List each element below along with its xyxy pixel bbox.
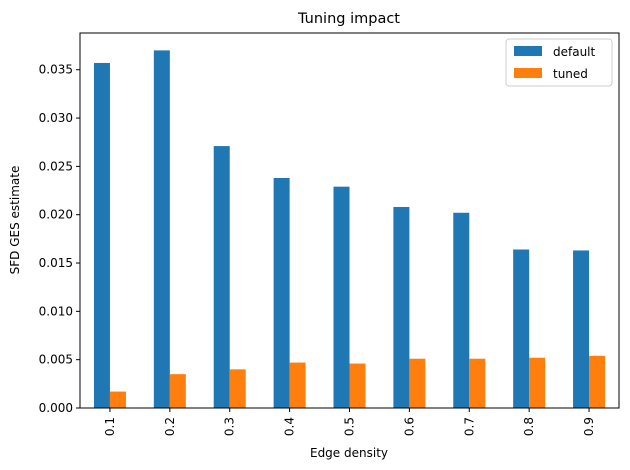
x-tick-label: 0.5 [343, 417, 357, 436]
legend-swatch-tuned [514, 68, 542, 78]
x-tick-label: 0.3 [223, 417, 237, 436]
bar-tuned-0.9 [589, 355, 606, 408]
bar-default-0.1 [93, 62, 110, 409]
bar-tuned-0.8 [529, 357, 546, 408]
bar-tuned-0.3 [229, 369, 246, 408]
bar-default-0.2 [153, 50, 170, 408]
bar-tuned-0.6 [409, 358, 426, 408]
y-tick-label: 0.030 [39, 111, 73, 125]
bar-tuned-0.2 [169, 374, 186, 408]
axes-frame [79, 32, 620, 409]
y-tick-label: 0.000 [39, 401, 73, 415]
legend-label-tuned: tuned [553, 67, 588, 81]
y-axis-label: SFD GES estimate [8, 166, 22, 275]
y-tick-label: 0.035 [39, 63, 73, 77]
bar-tuned-0.7 [469, 358, 486, 408]
bar-tuned-0.4 [289, 362, 306, 408]
x-tick-label: 0.8 [522, 417, 536, 436]
y-tick-label: 0.020 [39, 208, 73, 222]
bar-default-0.9 [573, 250, 590, 408]
y-tick-label: 0.015 [39, 256, 73, 270]
legend-label-default: default [553, 45, 596, 59]
x-tick-label: 0.6 [402, 417, 416, 436]
bar-default-0.8 [513, 249, 530, 408]
x-tick-label: 0.2 [163, 417, 177, 436]
legend-swatch-default [514, 46, 542, 56]
x-tick-label: 0.7 [462, 417, 476, 436]
bar-tuned-0.1 [109, 391, 126, 408]
legend: default tuned [505, 38, 613, 87]
x-tick-label: 0.1 [103, 417, 117, 436]
y-tick-label: 0.005 [39, 353, 73, 367]
bar-default-0.5 [333, 186, 350, 408]
bar-default-0.7 [453, 212, 470, 408]
x-tick-label: 0.9 [582, 417, 596, 436]
plot-area: 0.1 0.2 0.3 0.4 0.5 0.6 0.7 0.8 0.9 0.000 0.005 0.0… [39, 32, 620, 436]
y-tick-label: 0.010 [39, 304, 73, 318]
bar-default-0.4 [273, 177, 290, 408]
y-tick-label: 0.025 [39, 159, 73, 173]
bar-tuned-0.5 [349, 363, 366, 408]
x-axis-label: Edge density [310, 446, 388, 460]
bar-default-0.3 [213, 146, 230, 408]
x-tick-label: 0.4 [283, 417, 297, 436]
bar-default-0.6 [393, 206, 410, 408]
chart-title: Tuning impact [297, 11, 400, 27]
